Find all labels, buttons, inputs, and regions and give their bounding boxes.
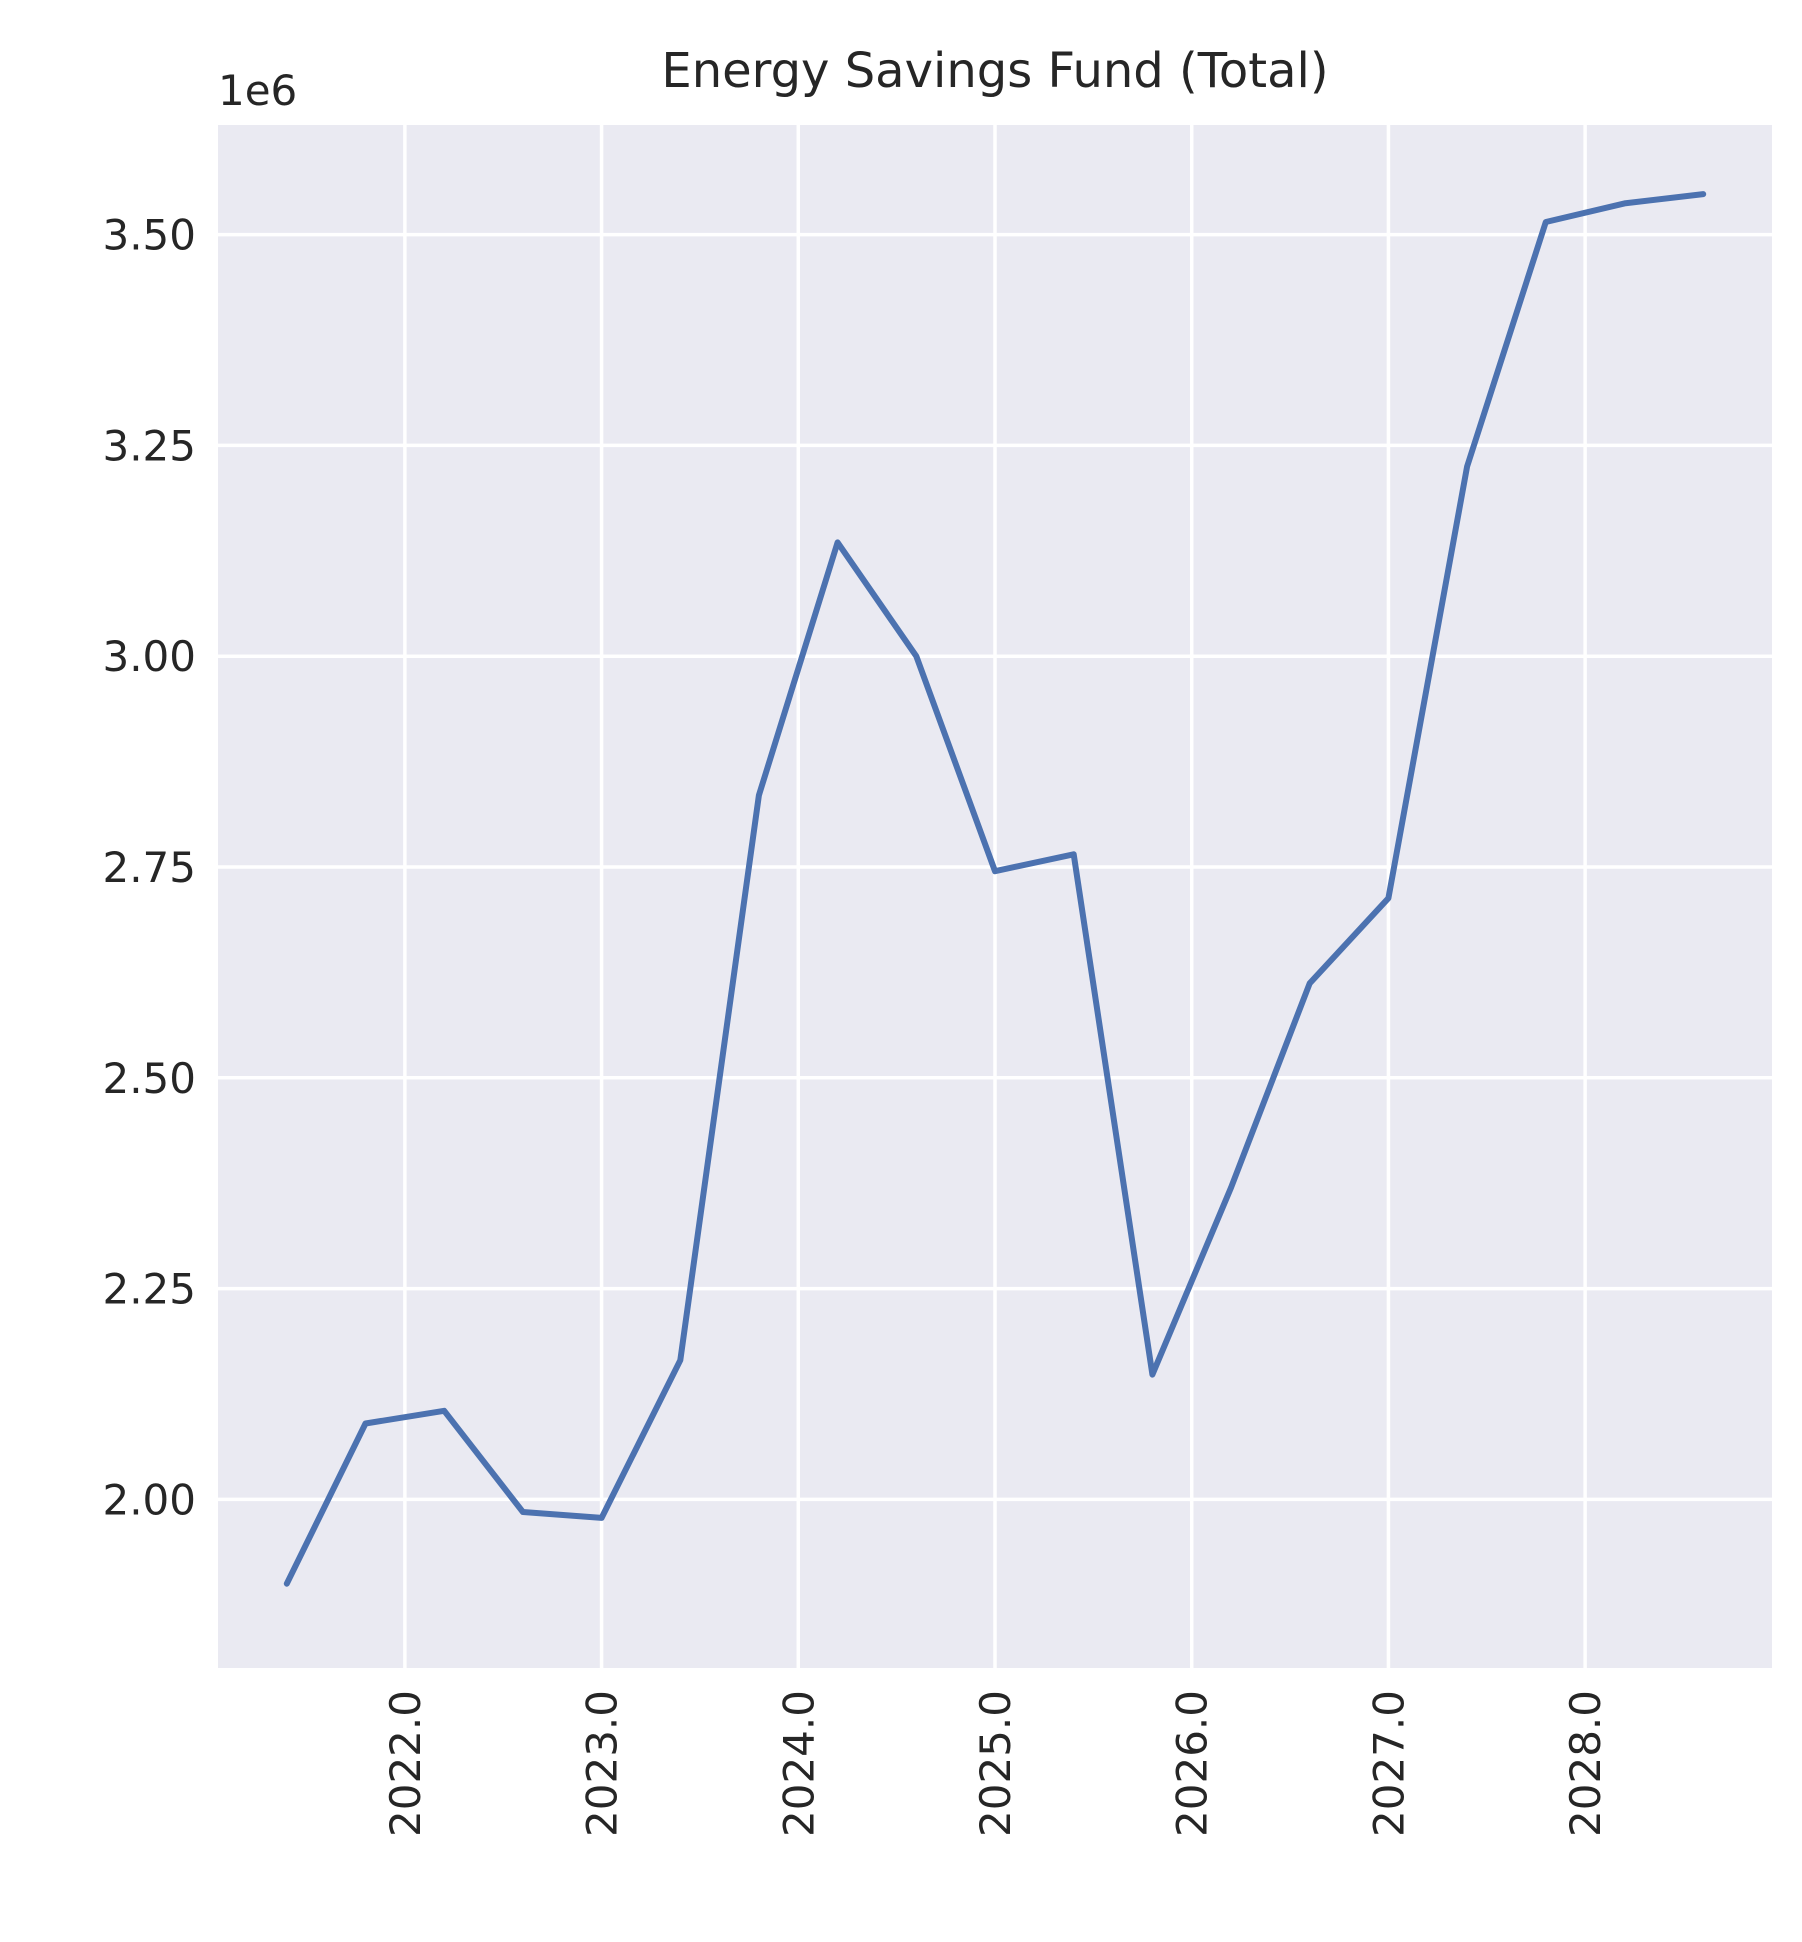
y-tick-label: 3.25: [102, 421, 196, 470]
y-tick-label: 3.50: [102, 211, 196, 260]
series-layer: [283, 191, 1707, 1587]
y-axis-offset-label: 1e6: [218, 66, 297, 115]
x-tick-label: 2027.0: [1364, 1690, 1413, 1837]
y-tick-label: 2.25: [102, 1265, 196, 1314]
y-tick-label: 2.50: [102, 1054, 196, 1103]
y-tick-label: 2.75: [102, 843, 196, 892]
chart-title: Energy Savings Fund (Total): [661, 43, 1328, 99]
y-tick-label: 3.00: [102, 632, 196, 681]
x-tick-labels: 2022.0 2023.0 2024.0 2025.0 2026.0 2027.0 2028…: [381, 1690, 1610, 1837]
x-tick-label: 2025.0: [971, 1690, 1020, 1837]
x-tick-label: 2026.0: [1168, 1690, 1217, 1837]
y-tick-label: 2.00: [102, 1475, 196, 1524]
series-line-0: [283, 191, 1707, 1587]
y-tick-labels: 2.00 2.25 2.50 2.75 3.00 3.25 3.50: [102, 211, 196, 1525]
x-tick-label: 2028.0: [1561, 1690, 1610, 1837]
x-tick-label: 2022.0: [381, 1690, 430, 1837]
x-gridlines: [403, 125, 1587, 1668]
x-tick-label: 2023.0: [578, 1690, 627, 1837]
x-tick-label: 2024.0: [774, 1690, 823, 1837]
